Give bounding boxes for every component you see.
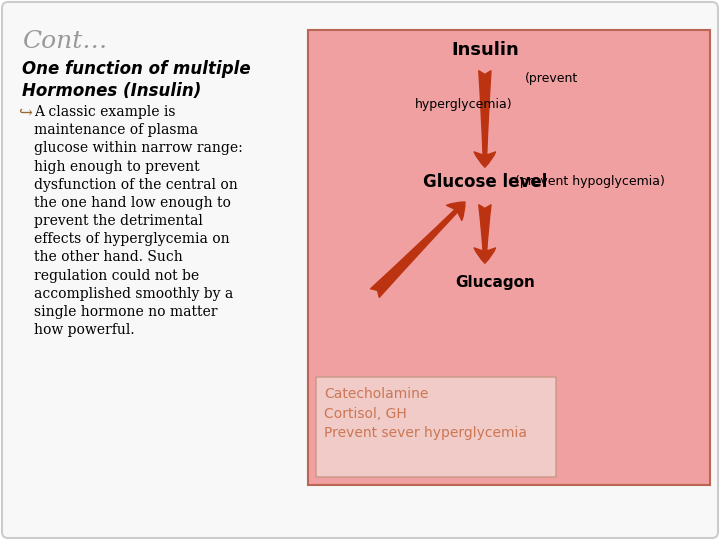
FancyBboxPatch shape xyxy=(308,30,710,485)
Text: hyperglycemia): hyperglycemia) xyxy=(415,98,513,111)
Text: (prevent hypoglycemia): (prevent hypoglycemia) xyxy=(515,176,665,188)
Text: Catecholamine
Cortisol, GH
Prevent sever hyperglycemia: Catecholamine Cortisol, GH Prevent sever… xyxy=(324,387,527,440)
Text: A classic example is
maintenance of plasma
glucose within narrow range:
high eno: A classic example is maintenance of plas… xyxy=(34,105,243,337)
Text: One function of multiple
Hormones (Insulin): One function of multiple Hormones (Insul… xyxy=(22,60,251,100)
Text: Glucose level: Glucose level xyxy=(423,173,547,191)
Text: ↪: ↪ xyxy=(18,105,32,122)
Text: (prevent: (prevent xyxy=(525,72,578,85)
Text: Glucagon: Glucagon xyxy=(455,274,535,289)
FancyBboxPatch shape xyxy=(316,377,556,477)
Text: Insulin: Insulin xyxy=(451,41,518,59)
Text: Cont…: Cont… xyxy=(22,30,107,53)
